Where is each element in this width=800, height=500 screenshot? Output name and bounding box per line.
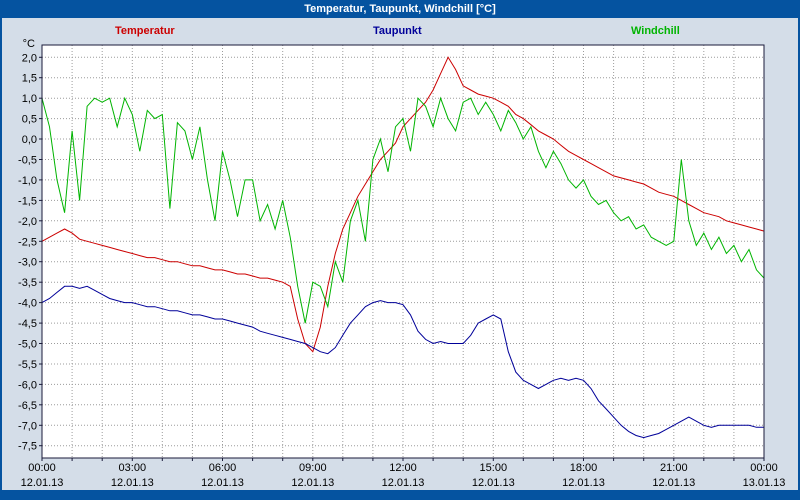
y-tick-label: 0,5 (22, 114, 37, 126)
y-tick-label: -7,0 (18, 420, 37, 432)
y-tick-label: -1,5 (18, 195, 37, 207)
x-tick-date: 12.01.13 (291, 477, 334, 489)
y-tick-label: -0,5 (18, 155, 37, 167)
y-tick-label: -2,5 (18, 236, 37, 248)
x-tick-time: 21:00 (660, 462, 688, 474)
title-bar: Temperatur, Taupunkt, Windchill [°C] (2, 0, 798, 18)
y-tick-label: -2,0 (18, 216, 37, 228)
y-tick-label: 1,0 (22, 93, 37, 105)
y-tick-label: -3,5 (18, 277, 37, 289)
x-tick-date: 12.01.13 (652, 477, 695, 489)
plot-area (42, 45, 764, 458)
y-tick-label: 1,5 (22, 73, 37, 85)
legend-item-taupunkt: Taupunkt (373, 25, 422, 37)
legend-item-temperatur: Temperatur (115, 25, 175, 37)
y-tick-label: -6,5 (18, 400, 37, 412)
series-temperatur (41, 56, 765, 353)
x-tick-date: 12.01.13 (472, 477, 515, 489)
footer-bar (2, 490, 798, 500)
x-tick-time: 00:00 (750, 462, 778, 474)
y-axis-unit: °C (23, 38, 35, 50)
y-tick-label: -1,0 (18, 175, 37, 187)
y-axis: 2,0 1,5 1,0 0,5 0,0 -0,5 -1,0 -1,5 -2,0 -2,5 -3,0 -… (18, 38, 42, 453)
x-tick-time: 03:00 (119, 462, 147, 474)
y-tick-label: -4,5 (18, 318, 37, 330)
x-tick-date: 13.01.13 (743, 477, 786, 489)
series-taupunkt (41, 285, 764, 439)
y-tick-label: -6,0 (18, 379, 37, 391)
x-tick-time: 18:00 (570, 462, 598, 474)
x-tick-time: 09:00 (299, 462, 327, 474)
x-tick-time: 06:00 (209, 462, 237, 474)
y-tick-label: -7,5 (18, 441, 37, 453)
x-tick-date: 12.01.13 (21, 477, 64, 489)
y-tick-label: -4,0 (18, 298, 37, 310)
y-tick-label: 2,0 (22, 52, 37, 64)
x-tick-date: 12.01.13 (562, 477, 605, 489)
legend-item-windchill: Windchill (631, 25, 680, 37)
x-tick-date: 12.01.13 (111, 477, 154, 489)
x-tick-date: 12.01.13 (201, 477, 244, 489)
series-windchill (41, 96, 765, 324)
y-tick-label: 0,0 (22, 134, 37, 146)
y-tick-label: -3,0 (18, 257, 37, 269)
y-tick-label: -5,0 (18, 339, 37, 351)
x-axis: 00:00 12.01.13 03:00 12.01.13 06:00 12.01.13 0… (21, 458, 786, 489)
y-tick-label: -5,5 (18, 359, 37, 371)
x-tick-time: 12:00 (389, 462, 417, 474)
x-tick-time: 00:00 (28, 462, 56, 474)
x-tick-date: 12.01.13 (382, 477, 425, 489)
x-tick-time: 15:00 (480, 462, 508, 474)
